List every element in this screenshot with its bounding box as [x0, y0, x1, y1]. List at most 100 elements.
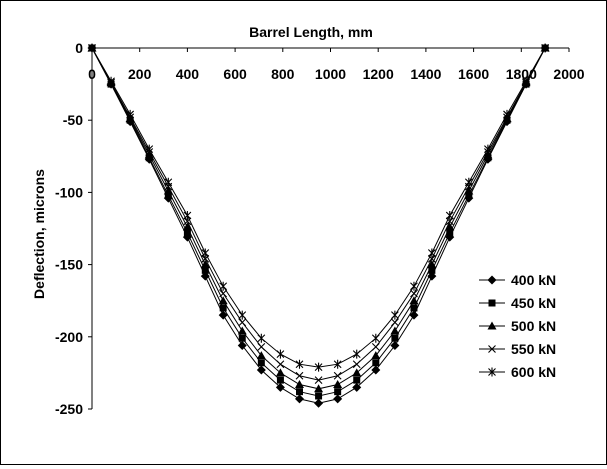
y-tick-label: -200: [55, 329, 83, 345]
data-point: [238, 334, 246, 342]
y-axis-title: Deflection, microns: [31, 169, 47, 299]
data-point: [164, 191, 172, 199]
data-point: [183, 217, 192, 226]
data-point: [294, 394, 304, 404]
x-tick-label: 1600: [458, 66, 489, 82]
data-point: [390, 326, 400, 335]
data-point: [295, 371, 304, 380]
data-point: [410, 304, 418, 312]
series-line: [91, 47, 546, 390]
data-point: [219, 304, 227, 312]
series-line: [91, 47, 546, 404]
data-point: [409, 296, 419, 305]
data-point: [371, 333, 380, 343]
data-point: [218, 310, 228, 320]
data-point: [390, 340, 400, 350]
legend-marker: [488, 345, 496, 353]
data-point: [427, 271, 437, 281]
data-point: [126, 109, 135, 119]
legend-item: 550 kN: [479, 341, 556, 357]
data-point: [182, 222, 192, 231]
data-point: [371, 365, 381, 375]
data-point: [294, 379, 304, 388]
data-point: [295, 388, 303, 396]
data-point: [314, 362, 323, 372]
data-point: [464, 177, 473, 187]
data-point: [314, 384, 324, 393]
y-tick-label: -100: [55, 184, 83, 200]
data-point: [541, 43, 550, 53]
legend: 400 kN 450 kN 500 kN 550 kN 600 kN: [479, 272, 556, 380]
data-point: [372, 359, 380, 367]
data-point: [445, 222, 455, 231]
data-point: [201, 248, 210, 258]
x-tick-label: 1800: [506, 66, 537, 82]
data-point: [237, 340, 247, 350]
data-point: [445, 217, 454, 226]
legend-label: 500 kN: [511, 318, 556, 334]
data-point: [183, 229, 191, 237]
data-point: [352, 360, 361, 369]
data-point: [445, 211, 454, 221]
series-600-kn: [88, 43, 550, 372]
data-point: [314, 376, 323, 385]
x-tick-label: 1400: [410, 66, 441, 82]
x-tick-label: 0: [88, 66, 96, 82]
data-point: [391, 318, 399, 327]
data-point: [409, 310, 419, 320]
data-point: [333, 359, 342, 369]
data-point: [371, 343, 380, 351]
x-tick-label: 1000: [315, 66, 346, 82]
series-500-kn: [87, 43, 550, 393]
data-point: [145, 144, 154, 154]
legend-label: 550 kN: [511, 341, 556, 357]
data-point: [353, 376, 361, 384]
data-point: [88, 43, 96, 53]
series-line: [91, 47, 546, 397]
data-point: [238, 318, 247, 327]
x-tick-label: 600: [223, 66, 247, 82]
data-point: [257, 359, 265, 367]
plot-area: [87, 43, 550, 408]
data-point: [333, 379, 343, 388]
data-point: [276, 376, 284, 384]
data-point: [410, 281, 418, 291]
data-point: [333, 371, 342, 380]
legend-item: 400 kN: [479, 272, 556, 288]
data-point: [503, 109, 511, 119]
data-point: [427, 248, 436, 258]
data-point: [371, 351, 381, 360]
data-point: [352, 349, 361, 359]
y-tick-label: -150: [55, 257, 83, 273]
data-point: [522, 76, 530, 86]
x-tick-label: 800: [271, 66, 295, 82]
data-point: [465, 191, 473, 199]
data-point: [427, 260, 437, 269]
data-point: [275, 382, 285, 392]
y-tick-label: -250: [55, 401, 83, 417]
data-point: [218, 296, 228, 305]
x-tick-label: 1200: [363, 66, 394, 82]
data-point: [295, 359, 304, 369]
data-point: [238, 310, 247, 320]
legend-item: 600 kN: [479, 364, 556, 380]
data-point: [314, 398, 324, 408]
data-point: [333, 394, 343, 404]
legend-item: 500 kN: [479, 318, 556, 334]
data-point: [464, 186, 474, 195]
x-tick-label: 2000: [553, 66, 584, 82]
data-point: [257, 333, 266, 343]
legend-label: 600 kN: [511, 364, 556, 380]
data-point: [257, 343, 266, 351]
legend-label: 400 kN: [511, 272, 556, 288]
series-550-kn: [88, 44, 550, 385]
legend-label: 450 kN: [511, 295, 556, 311]
data-point: [219, 281, 228, 291]
data-point: [200, 271, 210, 281]
data-point: [275, 368, 285, 377]
legend-marker: [487, 275, 497, 285]
legend-marker: [487, 321, 497, 330]
data-point: [163, 186, 173, 195]
data-point: [219, 289, 228, 298]
